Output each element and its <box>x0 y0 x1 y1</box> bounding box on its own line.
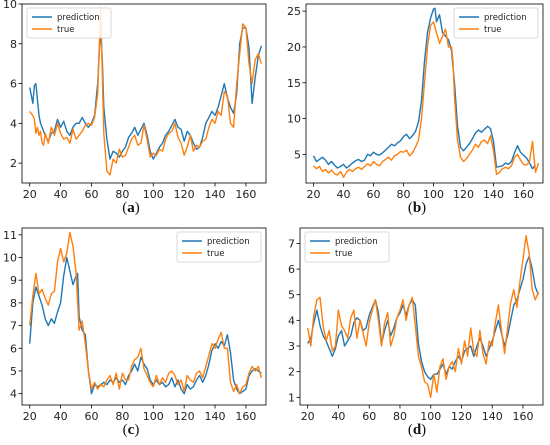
x-tick-label: 160 <box>235 188 256 201</box>
legend: prediction true <box>26 7 112 39</box>
x-tick-label: 40 <box>54 188 68 201</box>
chart-panel-b: 20 40 60 80 100 120 140 160 5 10 15 20 25 prediction t… <box>287 3 544 216</box>
y-tick-label: 2 <box>288 366 295 379</box>
y-tick-label: 6 <box>10 78 17 91</box>
series-line-prediction <box>307 255 540 380</box>
x-tick-label: 80 <box>393 410 407 423</box>
legend: prediction true <box>176 231 262 263</box>
series-line-true <box>29 231 263 395</box>
series-line-true <box>307 235 540 398</box>
y-tick-label: 10 <box>3 0 17 11</box>
legend-label-true: true <box>484 25 501 35</box>
x-tick-label: 160 <box>513 188 534 201</box>
x-tick-label: 80 <box>115 410 129 423</box>
panel-caption: (a) <box>122 200 140 216</box>
y-tick-label: 7 <box>288 237 295 250</box>
axes-frame <box>21 3 267 184</box>
axes-frame <box>305 3 544 184</box>
y-tick-label: 9 <box>10 274 17 287</box>
x-tick-label: 20 <box>307 188 321 201</box>
x-tick-label: 120 <box>453 188 474 201</box>
y-tick-label: 7 <box>10 320 17 333</box>
chart-panel-c: 20 40 60 80 100 120 140 160 4 5 6 7 8 9 10 11 prediction… <box>3 227 267 438</box>
x-tick-label: 60 <box>362 410 376 423</box>
x-tick-label: 100 <box>423 188 444 201</box>
legend-label-prediction: prediction <box>207 237 250 247</box>
chart-panel-a: 20 40 60 80 100 120 140 160 2 4 6 8 10 prediction true… <box>3 0 267 216</box>
y-tick-label: 10 <box>3 252 17 265</box>
legend-label-prediction: prediction <box>335 237 378 247</box>
y-tick-label: 5 <box>10 365 17 378</box>
y-tick-label: 4 <box>10 117 17 130</box>
x-tick-label: 20 <box>23 188 37 201</box>
series-line-prediction <box>29 27 263 160</box>
y-tick-label: 5 <box>288 289 295 302</box>
x-tick-label: 40 <box>337 188 351 201</box>
x-tick-label: 120 <box>174 188 195 201</box>
x-tick-label: 20 <box>23 410 37 423</box>
legend-box <box>176 231 262 263</box>
x-tick-label: 160 <box>513 410 534 423</box>
legend-box <box>453 7 539 39</box>
y-tick-label: 1 <box>288 391 295 404</box>
y-tick-label: 5 <box>294 148 301 161</box>
legend-label-prediction: prediction <box>484 13 527 23</box>
y-tick-label: 4 <box>10 388 17 401</box>
y-tick-label: 10 <box>287 113 301 126</box>
legend: prediction true <box>453 7 539 39</box>
series-line-true <box>29 7 263 176</box>
y-tick-label: 25 <box>287 5 301 18</box>
legend-label-prediction: prediction <box>57 13 100 23</box>
x-tick-label: 140 <box>482 410 503 423</box>
y-tick-label: 11 <box>3 229 17 242</box>
x-tick-label: 120 <box>174 410 195 423</box>
y-tick-label: 8 <box>10 297 17 310</box>
x-tick-label: 160 <box>235 410 256 423</box>
x-tick-label: 120 <box>451 410 472 423</box>
x-tick-label: 140 <box>205 188 226 201</box>
legend-label-true: true <box>207 249 224 259</box>
y-tick-label: 2 <box>10 157 17 170</box>
x-tick-label: 100 <box>143 188 164 201</box>
panel-caption: (c) <box>123 422 140 438</box>
legend-label-true: true <box>57 25 74 35</box>
series-line-prediction <box>312 7 537 170</box>
x-tick-label: 20 <box>301 410 315 423</box>
x-tick-label: 60 <box>84 410 98 423</box>
legend-box <box>304 231 390 263</box>
y-tick-label: 6 <box>10 342 17 355</box>
panel-caption: (d) <box>408 422 426 438</box>
y-tick-label: 4 <box>288 314 295 327</box>
x-tick-label: 140 <box>483 188 504 201</box>
y-tick-label: 20 <box>287 41 301 54</box>
y-tick-label: 15 <box>287 77 301 90</box>
x-tick-label: 100 <box>143 410 164 423</box>
x-tick-label: 40 <box>54 410 68 423</box>
axes-frame <box>299 227 544 406</box>
y-tick-label: 6 <box>288 263 295 276</box>
x-tick-label: 60 <box>367 188 381 201</box>
x-tick-label: 140 <box>205 410 226 423</box>
chart-panel-d: 20 40 60 80 100 120 140 160 1 2 3 4 5 6 7 prediction tru… <box>288 227 544 438</box>
legend: prediction true <box>304 231 390 263</box>
panel-caption: (b) <box>408 200 426 216</box>
x-tick-label: 80 <box>115 188 129 201</box>
x-tick-label: 80 <box>397 188 411 201</box>
x-tick-label: 100 <box>420 410 441 423</box>
axes-frame <box>21 227 267 406</box>
legend-label-true: true <box>335 249 352 259</box>
series-line-true <box>313 21 540 178</box>
y-tick-label: 8 <box>10 38 17 51</box>
x-tick-label: 60 <box>84 188 98 201</box>
x-tick-label: 40 <box>331 410 345 423</box>
legend-box <box>26 7 112 39</box>
y-tick-label: 3 <box>288 340 295 353</box>
